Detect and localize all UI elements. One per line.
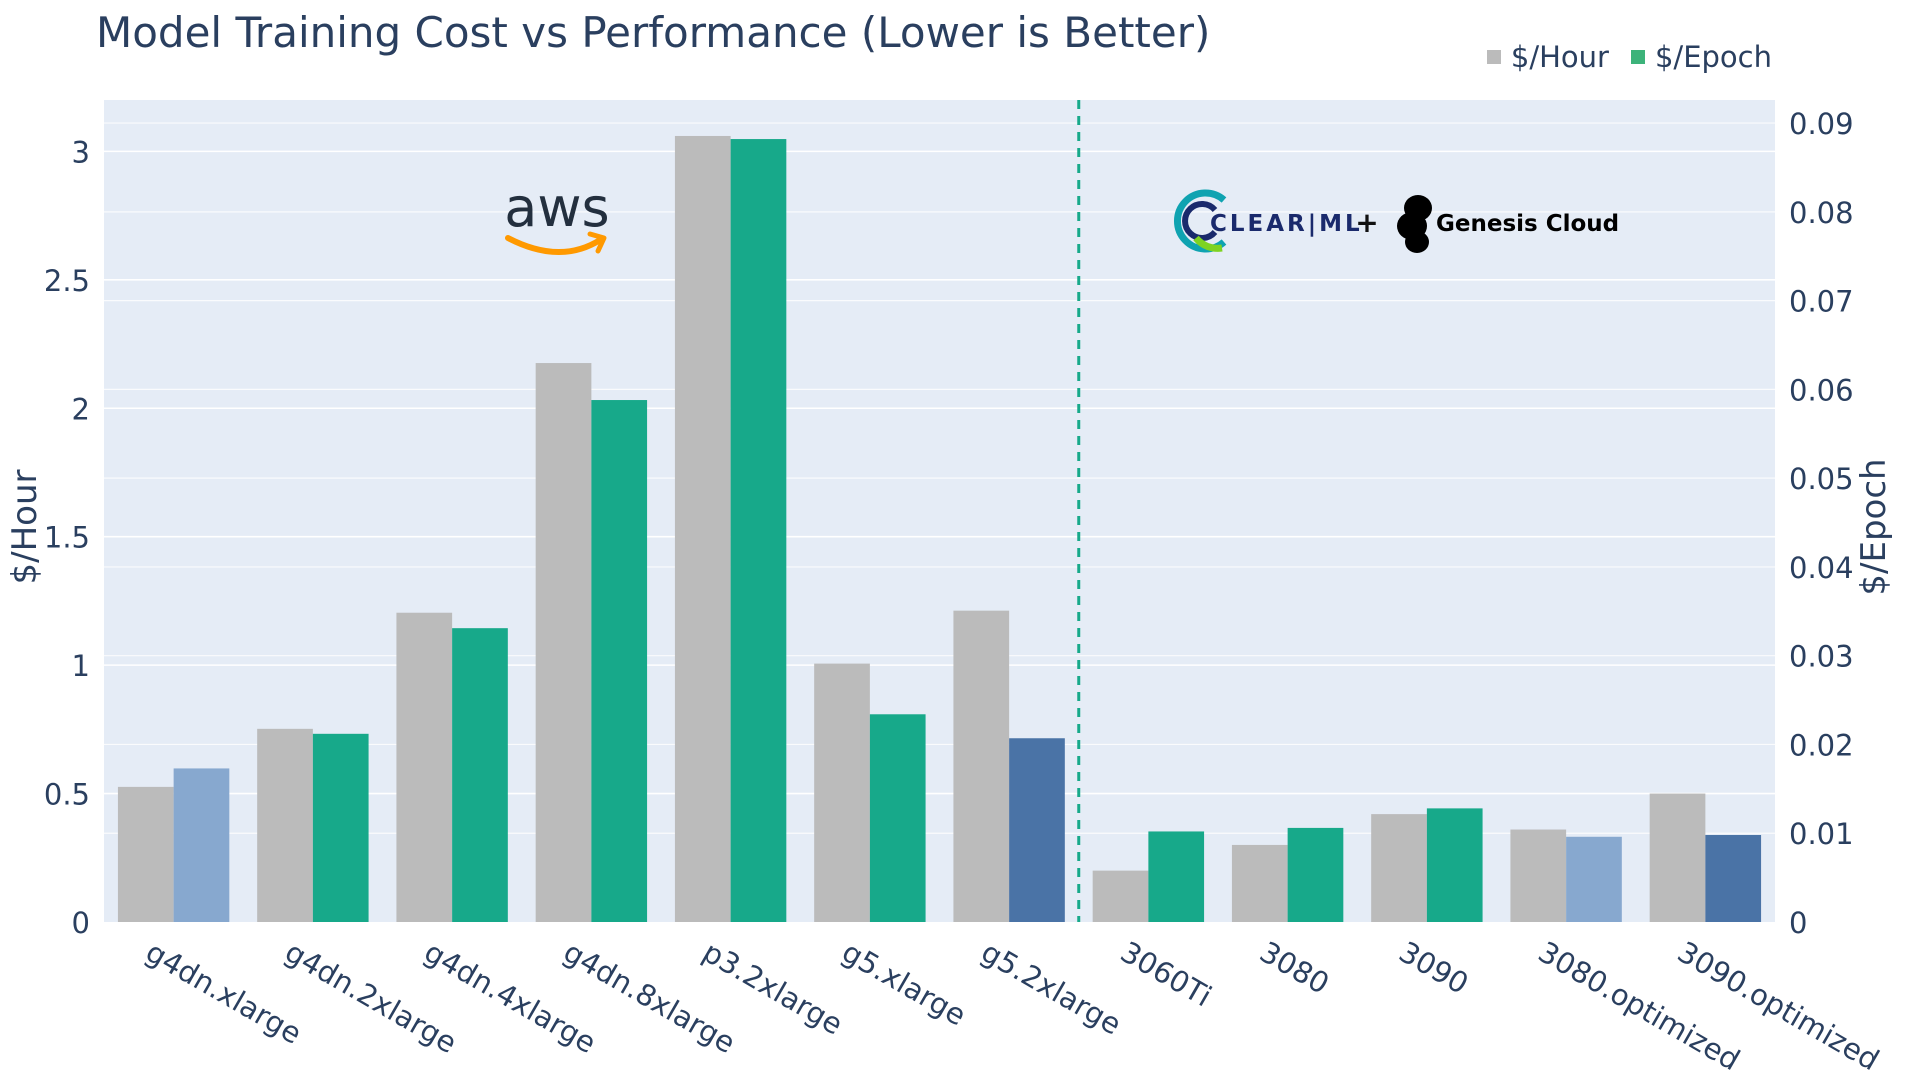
aws-arrow-icon <box>587 231 607 254</box>
y2-tick-label: 0.03 <box>1789 640 1854 674</box>
bar-epoch-g4dn.xlarge <box>173 768 230 922</box>
clearml-text: CLEAR|ML <box>1210 211 1363 237</box>
plot-background <box>104 100 1775 922</box>
y2-tick-label: 0.02 <box>1789 728 1854 762</box>
bar-epoch-g4dn.2xlarge <box>312 733 369 922</box>
x-axis-ticks: g4dn.xlargeg4dn.2xlargeg4dn.4xlargeg4dn.… <box>140 935 1885 1078</box>
y2-axis-label: $/Epoch <box>1854 458 1894 595</box>
x-tick-label: 3060Ti <box>1115 935 1217 1014</box>
y-axis-ticks: 0 0.5 1 1.5 2 2.5 3 <box>44 135 90 940</box>
aws-logo: aws <box>504 176 610 255</box>
bar-epoch-3060Ti <box>1148 831 1205 922</box>
bar-hour-3080.optimized <box>1510 829 1567 922</box>
bar-epoch-g5.2xlarge <box>1009 738 1065 922</box>
y2-tick-label: 0.05 <box>1789 462 1854 496</box>
aws-logo-text: aws <box>504 176 609 239</box>
bar-hour-g4dn.xlarge <box>117 786 174 922</box>
bar-hour-g4dn.2xlarge <box>257 728 313 922</box>
x-tick-label: 3090 <box>1393 935 1474 1001</box>
y2-tick-label: 0.01 <box>1789 817 1854 851</box>
x-tick-label: g4dn.xlarge <box>140 935 307 1051</box>
bar-hour-3090.optimized <box>1649 793 1706 922</box>
bar-hour-g5.2xlarge <box>953 610 1010 922</box>
aws-smile-icon <box>505 235 603 255</box>
y-tick-label: 1 <box>72 649 90 683</box>
bar-epoch-3090.optimized <box>1705 835 1762 922</box>
chart-title: Model Training Cost vs Performance (Lowe… <box>96 8 1211 57</box>
gridlines <box>104 122 1775 834</box>
bar-epoch-3080 <box>1287 827 1344 922</box>
y2-tick-label: 0.07 <box>1789 285 1854 319</box>
bar-epoch-3090 <box>1426 808 1483 922</box>
clearml-arc-icon-2 <box>1182 201 1218 241</box>
bar-hour-g5.xlarge <box>814 663 870 922</box>
clearml-logo: CLEAR|ML + <box>1173 189 1379 253</box>
y2-tick-label: 0.08 <box>1789 196 1854 230</box>
y-tick-label: 0.5 <box>44 778 90 812</box>
legend-swatch-hour <box>1486 50 1501 64</box>
y2-tick-label: 0 <box>1789 906 1807 940</box>
plus-sign: + <box>1355 206 1378 239</box>
bar-hour-g4dn.4xlarge <box>396 612 453 922</box>
y2-axis-ticks: 0 0.01 0.02 0.03 0.04 0.05 0.06 0.07 0.08 0.09 <box>1789 107 1854 940</box>
bar-hour-3090 <box>1371 814 1427 922</box>
legend-item-epoch[interactable]: $/Epoch <box>1630 40 1772 74</box>
genesis-cloud-text: Genesis Cloud <box>1436 211 1619 237</box>
y-tick-label: 0 <box>72 906 90 940</box>
bar-epoch-g4dn.8xlarge <box>591 400 648 922</box>
y2-tick-label: 0.04 <box>1789 551 1854 585</box>
y-tick-label: 3 <box>72 135 90 169</box>
bar-hour-p3.2xlarge <box>674 135 731 922</box>
bar-epoch-p3.2xlarge <box>730 139 787 922</box>
x-tick-label: g5.2xlarge <box>976 935 1127 1042</box>
y-tick-label: 2 <box>72 392 90 426</box>
legend-label-hour: $/Hour <box>1510 40 1609 74</box>
genesis-cloud-icon-bot <box>1405 231 1429 253</box>
y-tick-label: 2.5 <box>44 264 90 298</box>
bar-epoch-g5.xlarge <box>869 714 926 922</box>
bar-hour-3060Ti <box>1092 870 1149 922</box>
bar-hour-3080 <box>1231 844 1288 922</box>
y-tick-label: 1.5 <box>44 521 90 555</box>
genesis-cloud-logo: Genesis Cloud <box>1397 195 1619 253</box>
legend-label-epoch: $/Epoch <box>1654 40 1772 74</box>
legend-item-hour[interactable]: $/Hour <box>1486 40 1609 74</box>
y-axis-label: $/Hour <box>5 469 45 584</box>
bar-hour-g4dn.8xlarge <box>535 363 592 922</box>
bar-epoch-g4dn.4xlarge <box>452 628 508 922</box>
x-tick-label: 3080 <box>1254 935 1335 1001</box>
y2-tick-label: 0.06 <box>1789 373 1854 407</box>
clearml-arc-icon-3 <box>1193 235 1223 252</box>
x-tick-label: g5.xlarge <box>836 935 971 1033</box>
bars <box>117 135 1762 922</box>
legend: $/Hour $/Epoch <box>1486 40 1772 74</box>
legend-swatch-epoch <box>1630 50 1645 64</box>
bar-epoch-3080.optimized <box>1566 836 1622 922</box>
y2-tick-label: 0.09 <box>1789 107 1854 141</box>
